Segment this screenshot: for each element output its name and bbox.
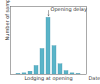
svg-text:Opening delay: Opening delay [51, 6, 87, 13]
svg-text:Number of samples: Number of samples [4, 0, 11, 41]
svg-text:Lodging at opening: Lodging at opening [24, 75, 72, 82]
svg-text:Date: Date [89, 75, 100, 81]
